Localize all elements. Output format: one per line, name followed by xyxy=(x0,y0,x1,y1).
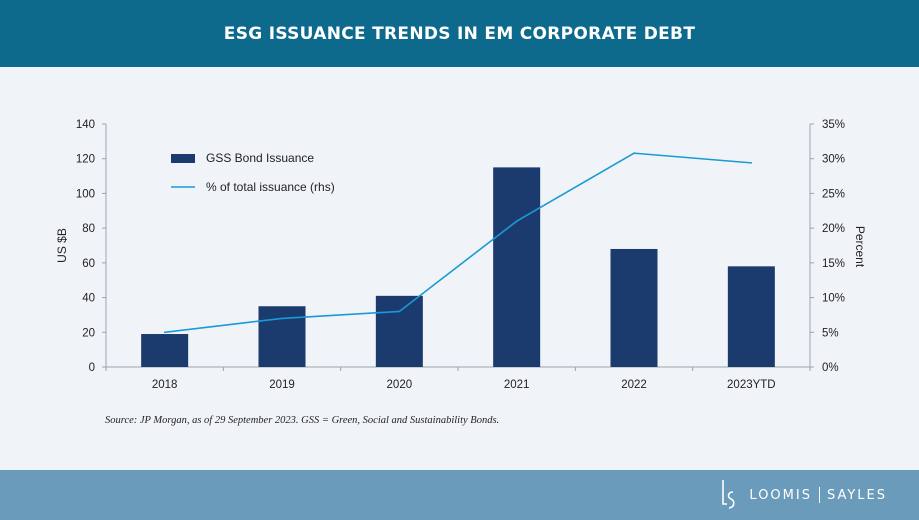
logo-wordmark: LOOMIS SAYLES xyxy=(749,487,887,503)
percent-point-2018 xyxy=(163,331,166,334)
percent-point-2019 xyxy=(281,317,283,320)
y-tick-label-right: 30% xyxy=(822,154,845,166)
chart-area: 0 20 40 60 80 100 120 140 0% 5% 10% 15% 20% 25% 30% 35%… xyxy=(0,67,919,470)
y-tick-label-left: 20 xyxy=(82,327,95,339)
x-tick-label: 2023YTD xyxy=(727,379,776,391)
bar-2018 xyxy=(141,334,189,367)
percent-point-2020 xyxy=(398,310,401,313)
chart-header: ESG ISSUANCE TRENDS IN EM CORPORATE DEBT xyxy=(0,0,919,67)
bar-2019 xyxy=(258,306,306,367)
logo-word-left: LOOMIS xyxy=(749,487,812,503)
x-tick-label: 2022 xyxy=(621,379,647,391)
y-tick-label-right: 5% xyxy=(822,327,839,339)
y-axis-label-left: US $B xyxy=(55,228,69,263)
bar-2020 xyxy=(375,295,423,367)
y-tick-label-right: 0% xyxy=(822,362,839,374)
y-tick-label-left: 40 xyxy=(82,293,95,305)
y-axis-label-right: Percent xyxy=(853,226,867,268)
x-tick-label: 2020 xyxy=(387,379,413,391)
footer-bar: LOOMIS SAYLES xyxy=(0,470,919,520)
x-tick-label: 2018 xyxy=(152,379,178,391)
percent-point-2023YTD xyxy=(750,162,753,164)
y-tick-label-left: 140 xyxy=(76,119,95,131)
y-tick-label-left: 0 xyxy=(89,362,95,374)
x-tick-label: 2019 xyxy=(269,379,295,391)
y-tick-label-right: 35% xyxy=(822,119,845,131)
ls-monogram-icon xyxy=(722,480,735,509)
y-tick-label-left: 120 xyxy=(76,154,95,166)
x-tick-label: 2021 xyxy=(504,379,530,391)
bar-2023YTD xyxy=(727,266,775,367)
y-tick-label-right: 10% xyxy=(822,293,845,305)
bar-2021 xyxy=(493,167,541,367)
bar-2022 xyxy=(610,248,658,367)
logo-word-right: SAYLES xyxy=(826,487,887,503)
axes: 0 20 40 60 80 100 120 140 0% 5% 10% 15% 20% 25% 30% 35%… xyxy=(55,119,867,391)
chart-title: ESG ISSUANCE TRENDS IN EM CORPORATE DEBT xyxy=(223,23,696,44)
esg-issuance-chart: 0 20 40 60 80 100 120 140 0% 5% 10% 15% 20% 25% 30% 35%… xyxy=(55,119,867,391)
legend-label-bars: GSS Bond Issuance xyxy=(206,151,314,165)
bars xyxy=(141,167,775,367)
y-tick-label-left: 60 xyxy=(82,258,95,270)
y-tick-label-left: 100 xyxy=(76,188,95,200)
legend-swatch-bars xyxy=(171,154,195,163)
percent-point-2022 xyxy=(633,152,635,154)
legend: GSS Bond Issuance % of total issuance (rh… xyxy=(171,151,335,194)
y-tick-label-left: 80 xyxy=(82,223,95,235)
y-tick-label-right: 15% xyxy=(822,258,845,270)
percent-point-2021 xyxy=(515,220,518,222)
percent-line xyxy=(163,152,753,334)
source-note: Source: JP Morgan, as of 29 September 20… xyxy=(105,415,500,426)
logo-separator xyxy=(818,487,820,503)
y-tick-label-right: 25% xyxy=(822,188,845,200)
legend-label-line: % of total issuance (rhs) xyxy=(206,180,335,194)
y-tick-label-right: 20% xyxy=(822,223,845,235)
loomis-sayles-logo: LOOMIS SAYLES xyxy=(717,478,887,512)
percent-line-path xyxy=(164,152,752,334)
